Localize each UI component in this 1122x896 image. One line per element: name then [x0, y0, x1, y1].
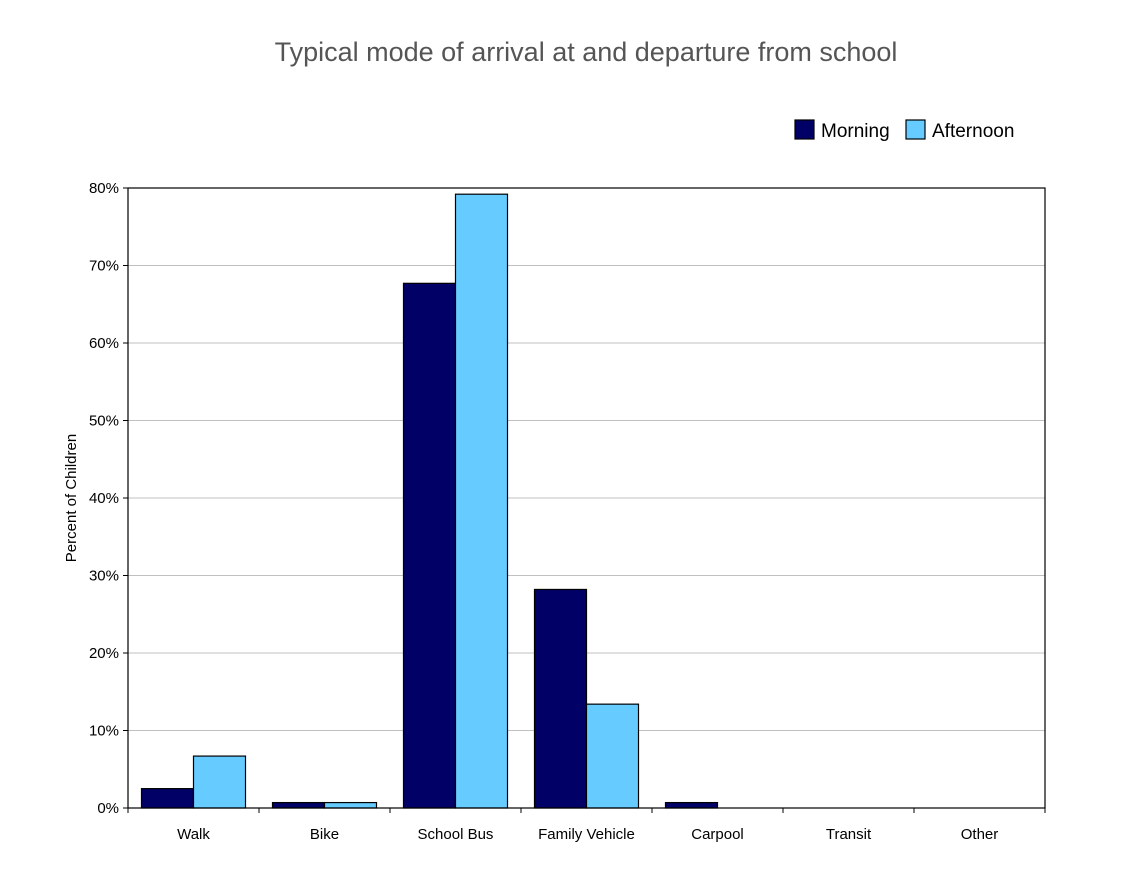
y-axis: 0% 10% 20% 30% 40% 50% 60% 70% 80% — [89, 180, 128, 817]
y-tick-label: 0% — [97, 800, 119, 817]
bar-afternoon-bike — [323, 801, 378, 809]
bar-afternoon-walk — [192, 755, 247, 809]
y-tick-label: 10% — [89, 723, 119, 740]
y-tick-label: 70% — [89, 258, 119, 275]
bar-morning-carpool — [664, 801, 719, 809]
bar-morning-walk — [140, 788, 195, 809]
bars — [140, 193, 719, 809]
bar-morning-bike — [271, 801, 326, 809]
bar-morning-school-bus — [402, 282, 457, 809]
legend-label-morning: Morning — [821, 121, 890, 142]
x-tick-label: Family Vehicle — [538, 826, 635, 843]
legend: Morning Afternoon — [794, 119, 1014, 142]
x-tick-label: School Bus — [418, 826, 494, 843]
y-tick-label: 60% — [89, 335, 119, 352]
y-tick-label: 50% — [89, 413, 119, 430]
y-tick-label: 80% — [89, 180, 119, 197]
bar-afternoon-family-vehicle — [585, 703, 640, 809]
x-tick-label: Carpool — [691, 826, 744, 843]
bar-morning-family-vehicle — [533, 588, 588, 809]
y-tick-label: 20% — [89, 645, 119, 662]
x-tick-label: Transit — [826, 826, 872, 843]
x-tick-label: Other — [961, 826, 999, 843]
y-axis-label: Percent of Children — [63, 434, 80, 562]
y-tick-label: 40% — [89, 490, 119, 507]
gridlines — [128, 265, 1045, 731]
legend-swatch-morning — [794, 119, 815, 140]
x-axis: Walk Bike School Bus Family Vehicle Carpool T… — [127, 808, 1046, 843]
bar-afternoon-school-bus — [454, 193, 509, 809]
x-tick-label: Walk — [177, 826, 210, 843]
legend-swatch-afternoon — [905, 119, 926, 140]
legend-label-afternoon: Afternoon — [932, 121, 1014, 142]
y-tick-label: 30% — [89, 568, 119, 585]
x-tick-label: Bike — [310, 826, 339, 843]
chart-title: Typical mode of arrival at and departure… — [275, 37, 898, 67]
